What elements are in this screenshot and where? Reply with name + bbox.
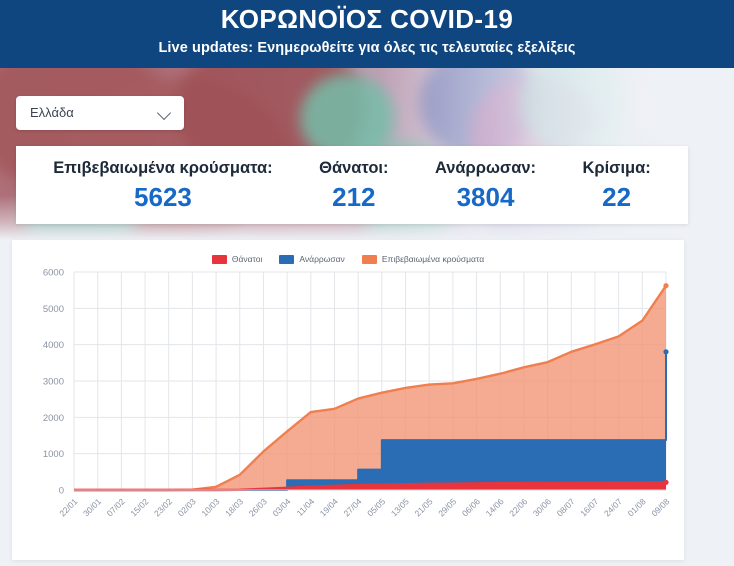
legend-label: Θάνατοι [231, 254, 263, 264]
svg-text:29/05: 29/05 [436, 496, 458, 518]
svg-text:6000: 6000 [43, 268, 64, 279]
page-title: ΚΟΡΩΝΟΪΟΣ COVID-19 [220, 4, 514, 34]
stat-label: Ανάρρωσαν: [434, 158, 537, 177]
svg-text:07/02: 07/02 [105, 496, 127, 518]
page-header: ΚΟΡΩΝΟΪΟΣ COVID-19 Live updates: Ενημερω… [0, 0, 734, 68]
stat-value: 5623 [134, 181, 192, 212]
chart-legend: Θάνατοι Ανάρρωσαν Επιβεβαιωμένα κρούσματ… [12, 254, 684, 264]
legend-item-deaths[interactable]: Θάνατοι [211, 254, 263, 264]
stat-label: Επιβεβαιωμένα κρούσματα: [53, 158, 273, 177]
svg-text:30/01: 30/01 [81, 496, 103, 518]
svg-text:08/07: 08/07 [555, 496, 577, 518]
svg-text:14/06: 14/06 [484, 496, 506, 518]
svg-text:0: 0 [59, 486, 64, 497]
stat-confirmed: Επιβεβαιωμένα κρούσματα: 5623 [53, 157, 272, 214]
svg-text:5000: 5000 [43, 304, 64, 315]
svg-text:05/05: 05/05 [365, 496, 387, 518]
page-subtitle: Live updates: Ενημερωθείτε για όλες τις … [158, 40, 576, 56]
svg-text:13/05: 13/05 [389, 496, 411, 518]
svg-text:23/02: 23/02 [152, 496, 174, 518]
svg-text:18/03: 18/03 [223, 496, 245, 518]
legend-item-recovered[interactable]: Ανάρρωσαν [279, 254, 345, 264]
stat-value: 212 [332, 181, 376, 212]
svg-text:22/01: 22/01 [57, 496, 79, 518]
svg-text:22/06: 22/06 [507, 496, 529, 518]
svg-text:11/04: 11/04 [295, 496, 317, 518]
svg-text:1000: 1000 [43, 449, 64, 460]
stat-deaths: Θάνατοι: 212 [319, 157, 388, 214]
svg-text:02/03: 02/03 [176, 496, 198, 518]
stat-critical: Κρίσιμα: 22 [582, 157, 650, 214]
chart-plot-area[interactable]: 0 1000 2000 3000 4000 5000 6000 22/01 30/01 07/02… [12, 240, 684, 560]
svg-text:01/08: 01/08 [626, 496, 648, 518]
svg-text:4000: 4000 [43, 340, 64, 351]
svg-text:24/07: 24/07 [602, 496, 624, 518]
stat-recovered: Ανάρρωσαν: 3804 [435, 157, 536, 214]
svg-text:15/02: 15/02 [128, 496, 150, 518]
svg-text:19/04: 19/04 [318, 496, 340, 518]
stat-label: Θάνατοι: [319, 158, 389, 177]
legend-swatch [361, 254, 377, 264]
stat-label: Κρίσιμα: [582, 158, 651, 177]
svg-text:21/05: 21/05 [412, 496, 434, 518]
svg-text:10/03: 10/03 [199, 496, 221, 518]
svg-text:30/06: 30/06 [531, 496, 553, 518]
chevron-down-icon [156, 105, 172, 121]
svg-text:2000: 2000 [43, 413, 64, 424]
covid-timeseries-chart[interactable]: 0 1000 2000 3000 4000 5000 6000 22/01 30/01 07/02… [12, 240, 684, 560]
country-select[interactable]: Ελλάδα [16, 96, 184, 130]
country-select-value: Ελλάδα [30, 105, 74, 120]
svg-text:26/03: 26/03 [247, 496, 269, 518]
legend-label: Επιβεβαιωμένα κρούσματα [381, 254, 485, 264]
legend-swatch [211, 254, 227, 264]
legend-label: Ανάρρωσαν [299, 254, 345, 264]
svg-text:03/04: 03/04 [270, 496, 292, 518]
stat-value: 22 [602, 181, 632, 212]
legend-swatch [279, 254, 295, 264]
svg-text:16/07: 16/07 [578, 496, 600, 518]
svg-text:09/08: 09/08 [649, 496, 671, 518]
stats-card: Επιβεβαιωμένα κρούσματα: 5623 Θάνατοι: 2… [16, 146, 688, 224]
legend-item-confirmed[interactable]: Επιβεβαιωμένα κρούσματα [361, 254, 485, 264]
stat-value: 3804 [456, 181, 515, 212]
svg-text:06/06: 06/06 [460, 496, 482, 518]
svg-text:3000: 3000 [43, 377, 64, 388]
chart-card: Θάνατοι Ανάρρωσαν Επιβεβαιωμένα κρούσματ… [12, 240, 684, 560]
svg-text:27/04: 27/04 [341, 496, 363, 518]
